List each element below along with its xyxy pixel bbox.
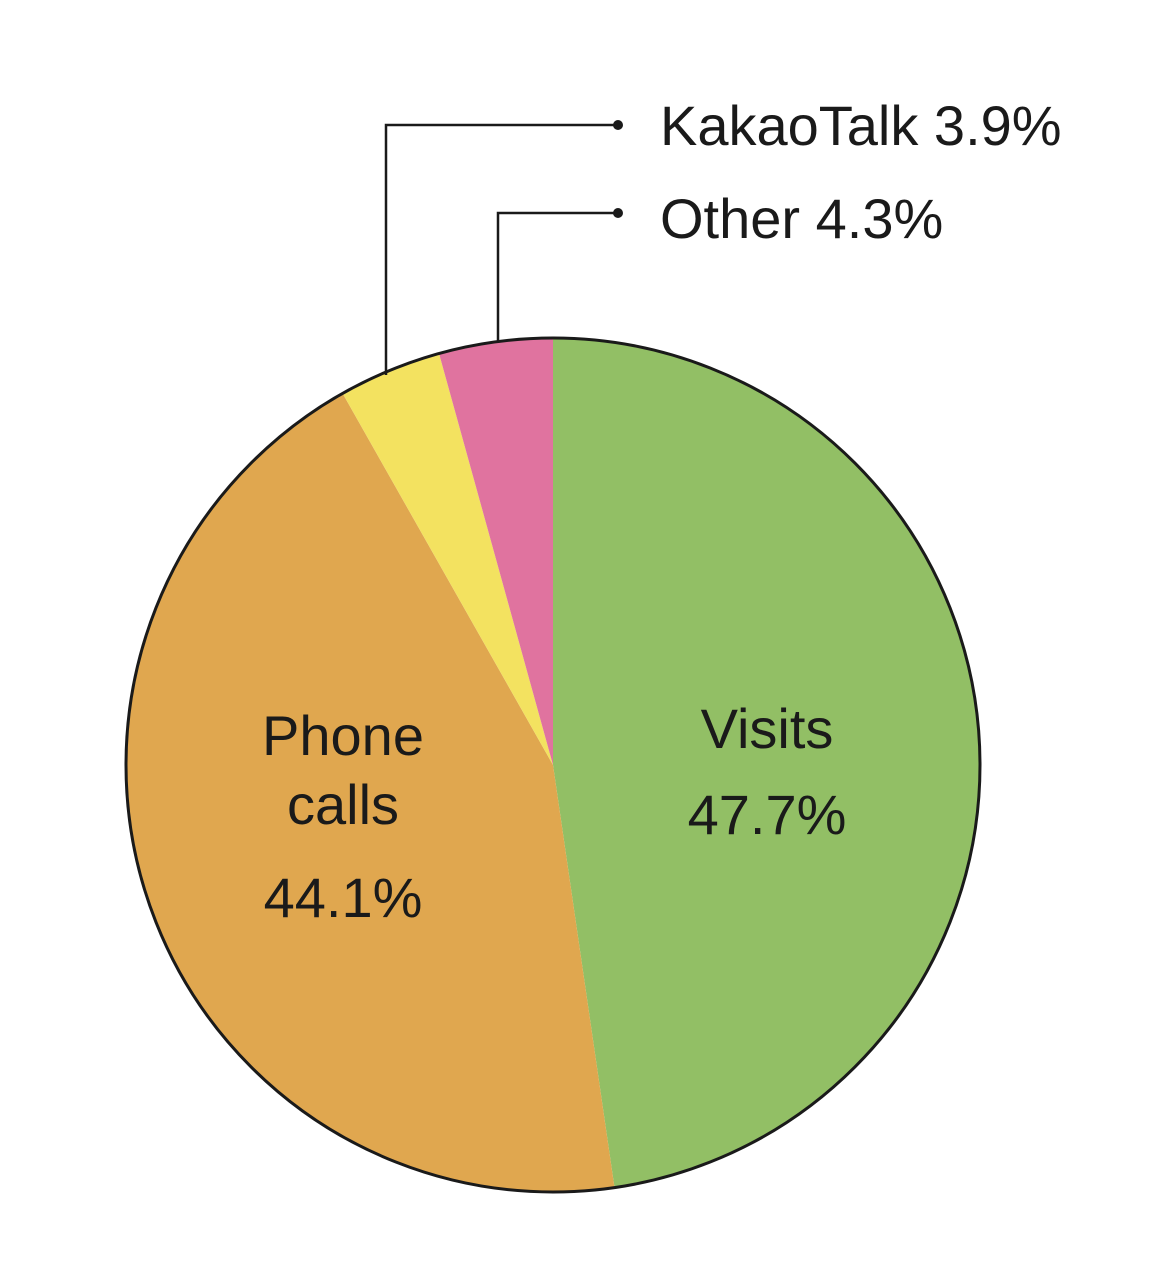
visits-value: 47.7%: [688, 783, 847, 846]
other-leader-line: [496, 211, 617, 343]
kakaotalk-leader-dot: [613, 120, 623, 130]
phone-calls-value: 44.1%: [264, 866, 423, 929]
pie-slice-kakao: [342, 353, 553, 765]
pie-outline: [124, 336, 982, 1194]
kakaotalk-leader-line: [384, 123, 617, 375]
pie-slices: [126, 338, 980, 1192]
phone-calls-label-line2: calls: [287, 773, 399, 836]
pie-slice-visits: [553, 338, 980, 1188]
phone-calls-label-line1: Phone: [262, 704, 424, 767]
visits-label: Visits: [701, 697, 834, 760]
kakaotalk-label: KakaoTalk 3.9%: [660, 94, 1062, 157]
other-leader-dot: [613, 208, 623, 218]
pie-slice-phone: [126, 393, 615, 1192]
other-label: Other 4.3%: [660, 187, 943, 250]
pie-slice-other: [439, 338, 553, 765]
